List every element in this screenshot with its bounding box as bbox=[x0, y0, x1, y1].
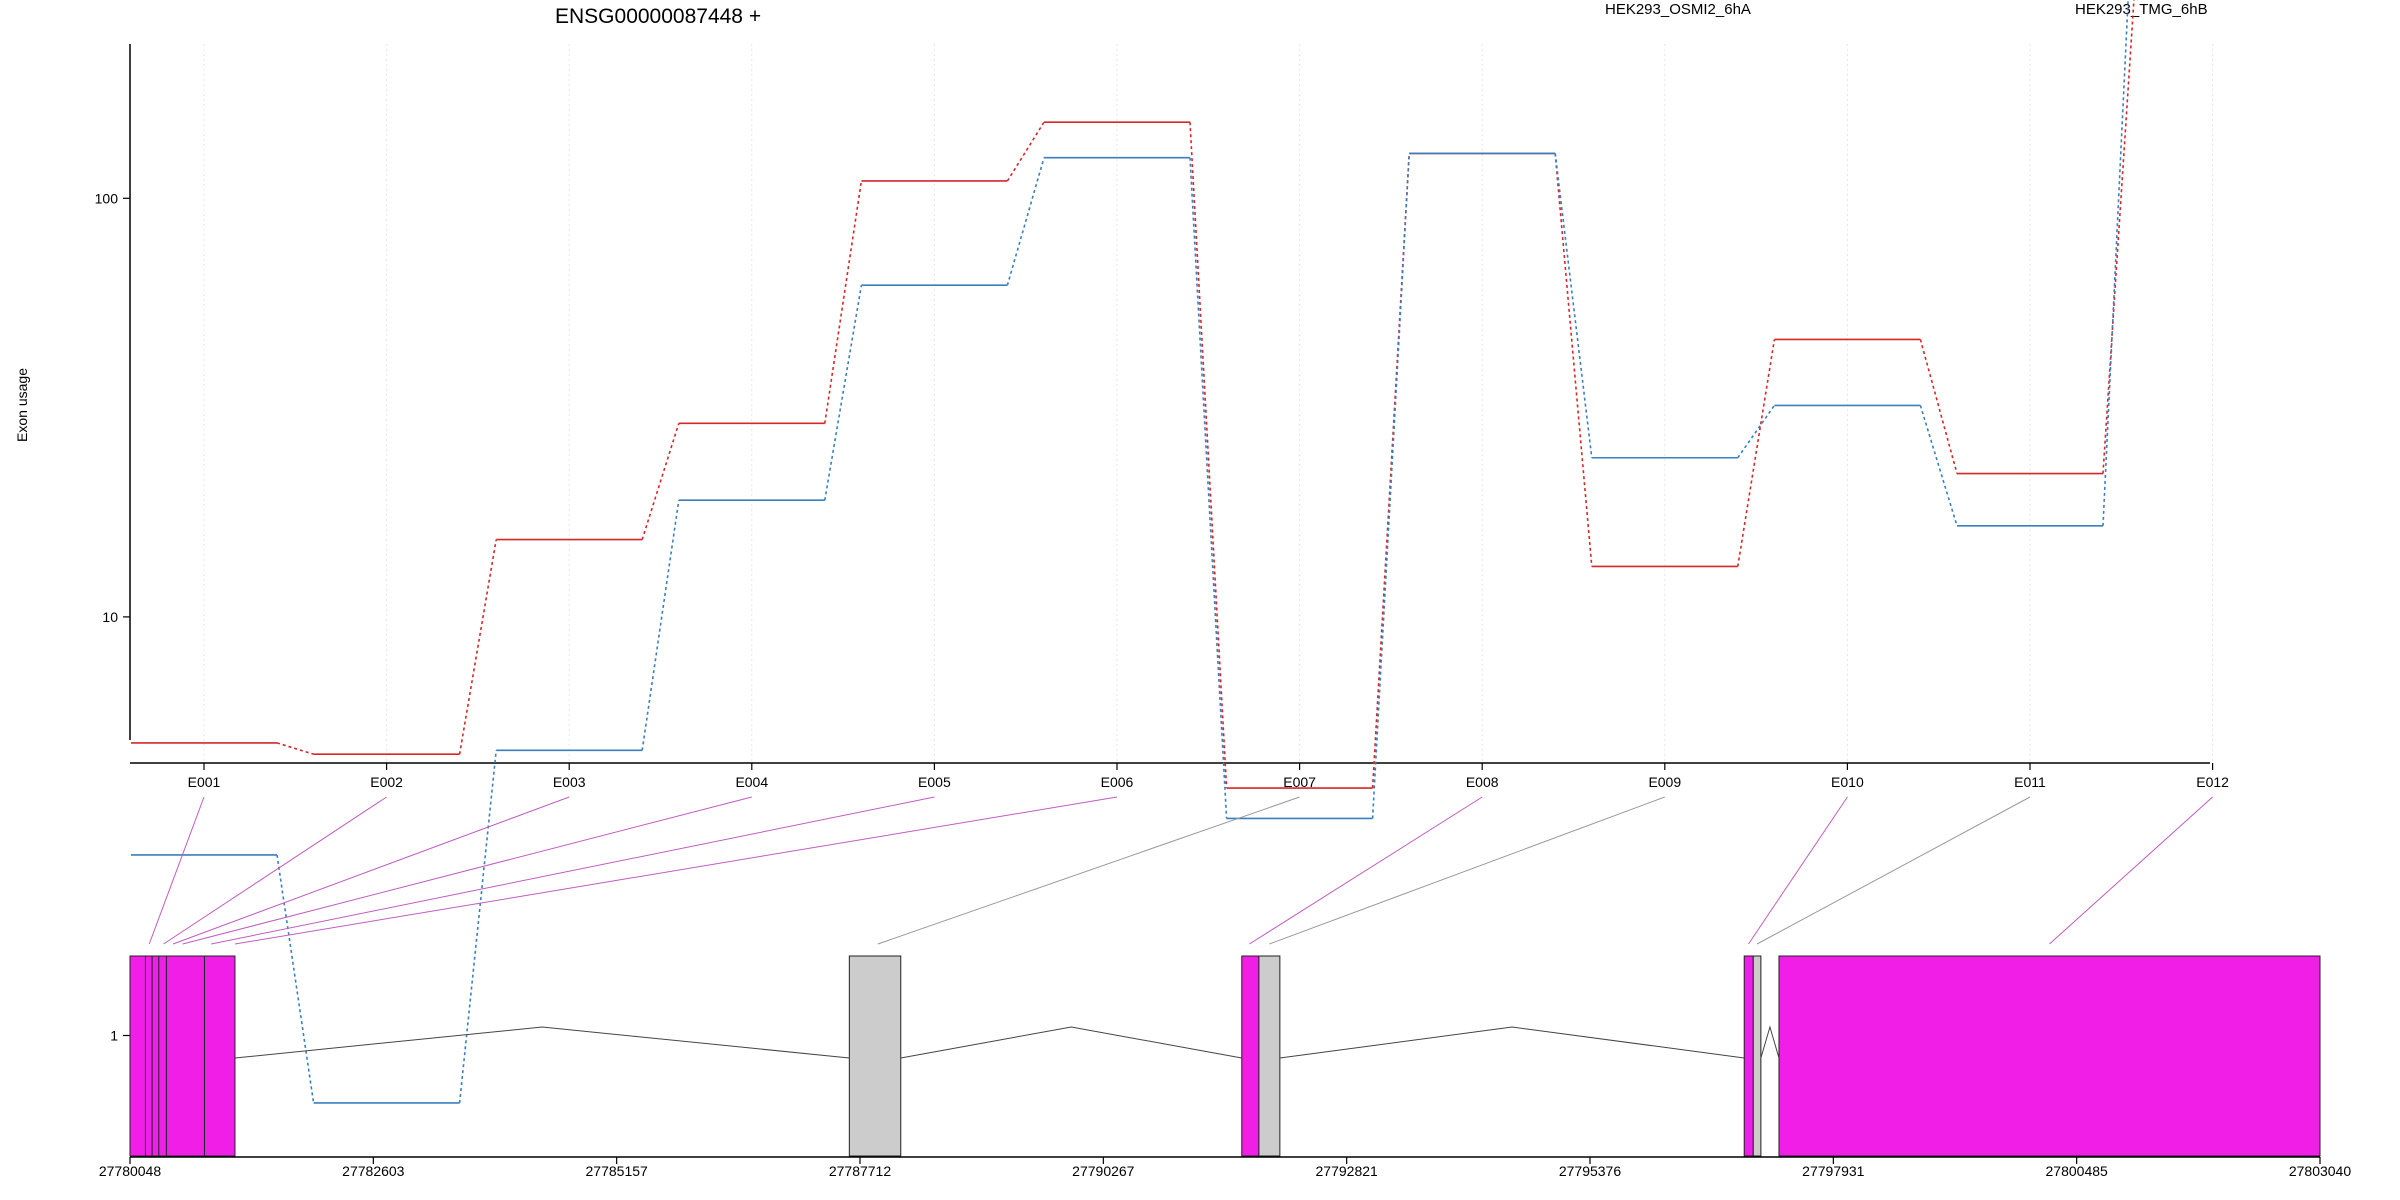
connector-e010 bbox=[1748, 796, 1848, 945]
x-axis-ticks: E001 E002 E003 E004 E005 E006 E007 E008 E009 E010… bbox=[188, 763, 2229, 790]
intron-line-1 bbox=[234, 1026, 850, 1059]
series-hek293-osmi2-6ha-transition-2 bbox=[458, 539, 497, 755]
intron-line-4 bbox=[1760, 1025, 1780, 1059]
series-hek293-tmg-6hb-transition-10 bbox=[1919, 405, 1958, 527]
connector-e004 bbox=[182, 796, 752, 945]
genomic-tick-label-2: 27782603 bbox=[342, 1163, 405, 1179]
y-axis-label: Exon usage bbox=[14, 368, 30, 442]
series-hek293-tmg-6hb-transition-11 bbox=[2102, 0, 2129, 526]
series-hek293-osmi2-6ha-transition-6 bbox=[1189, 122, 1228, 789]
x-tick-label-e005: E005 bbox=[918, 774, 951, 790]
gene-exon-block-3 bbox=[1241, 955, 1260, 1157]
series-hek293-tmg-6hb-transition-7 bbox=[1371, 153, 1410, 819]
x-tick-label-e012: E012 bbox=[2196, 774, 2229, 790]
x-tick-label-e006: E006 bbox=[1101, 774, 1134, 790]
genomic-tick-label-6: 27792821 bbox=[1316, 1163, 1379, 1179]
genomic-tick-label-7: 27795376 bbox=[1559, 1163, 1622, 1179]
x-tick-label-e001: E001 bbox=[188, 774, 221, 790]
x-tick-label-e002: E002 bbox=[370, 774, 403, 790]
genomic-tick-label-5: 27790267 bbox=[1072, 1163, 1135, 1179]
series-hek293-osmi2-6ha-transition-9 bbox=[1737, 339, 1776, 567]
gene-exon-block-6 bbox=[1752, 955, 1762, 1157]
connector-e011 bbox=[1756, 796, 2031, 945]
series-hek293-osmi2-6ha-transition-3 bbox=[641, 423, 680, 540]
series-hek293-osmi2-6ha-transition-5 bbox=[1006, 121, 1045, 182]
x-tick-label-e007: E007 bbox=[1283, 774, 1316, 790]
y-tick-label-10: 10 bbox=[102, 609, 118, 625]
genomic-tick-label-8: 27797931 bbox=[1802, 1163, 1865, 1179]
connector-e008 bbox=[1249, 796, 1483, 945]
y-tick-label-1: 1 bbox=[110, 1028, 118, 1044]
x-tick-label-e010: E010 bbox=[1831, 774, 1864, 790]
genomic-tick-label-4: 27787712 bbox=[829, 1163, 892, 1179]
exon-connectors bbox=[148, 796, 2213, 945]
genomic-tick-label-10: 27803040 bbox=[2289, 1163, 2352, 1179]
connector-e009 bbox=[1269, 796, 1665, 945]
x-tick-label-e004: E004 bbox=[735, 774, 768, 790]
legend-entry-osmi2: HEK293_OSMI2_6hA bbox=[1605, 1, 1751, 18]
gene-model bbox=[129, 955, 2321, 1157]
intron-line-2 bbox=[900, 1026, 1242, 1059]
gene-exon-block-7 bbox=[1778, 955, 2321, 1157]
genomic-tick-label-1: 27780048 bbox=[99, 1163, 162, 1179]
gene-exon-block-2 bbox=[848, 955, 902, 1157]
gene-exon-block-1 bbox=[129, 955, 236, 1157]
chart-title: ENSG00000087448 + bbox=[555, 5, 761, 28]
series-hek293-tmg-6hb-transition-4 bbox=[824, 285, 863, 501]
series-hek293-tmg-6hb-transition-3 bbox=[641, 500, 680, 751]
connector-e002 bbox=[163, 796, 387, 945]
series-lines bbox=[131, 0, 2135, 1104]
series-hek293-tmg-6hb-transition-9 bbox=[1737, 404, 1776, 459]
series-hek293-osmi2-6ha-transition-4 bbox=[824, 180, 863, 424]
series-hek293-osmi2-6ha-transition-11 bbox=[2102, 0, 2135, 474]
series-hek293-tmg-6hb-transition-2 bbox=[458, 750, 497, 1104]
x-tick-label-e008: E008 bbox=[1466, 774, 1499, 790]
connector-e007 bbox=[877, 796, 1300, 945]
series-hek293-tmg-6hb-transition-5 bbox=[1006, 157, 1045, 286]
series-hek293-tmg-6hb-transition-1 bbox=[276, 854, 315, 1104]
series-hek293-tmg-6hb-transition-6 bbox=[1189, 157, 1228, 819]
series-hek293-osmi2-6ha-transition-10 bbox=[1919, 339, 1958, 474]
connector-e003 bbox=[172, 796, 570, 945]
intron-line-3 bbox=[1279, 1026, 1745, 1059]
connector-e005 bbox=[211, 796, 935, 945]
connector-e012 bbox=[2049, 796, 2213, 945]
legend-entry-tmg: HEK293_TMG_6hB bbox=[2075, 1, 2208, 18]
y-tick-label-100: 100 bbox=[95, 190, 119, 206]
x-gridlines bbox=[203, 44, 2214, 762]
genomic-tick-label-9: 27800485 bbox=[2046, 1163, 2109, 1179]
gene-exon-block-5 bbox=[1743, 955, 1754, 1157]
x-tick-label-e003: E003 bbox=[553, 774, 586, 790]
series-hek293-osmi2-6ha-transition-8 bbox=[1554, 153, 1593, 567]
x-tick-label-e011: E011 bbox=[2014, 774, 2046, 790]
genomic-axis-ticks: 27780048 27782603 27785157 27787712 27790267… bbox=[99, 1157, 2352, 1179]
gene-exon-block-4 bbox=[1258, 955, 1281, 1157]
series-hek293-tmg-6hb-transition-8 bbox=[1554, 153, 1593, 458]
y-axis-ticks: 1101001000 bbox=[95, 190, 130, 1044]
connector-e001 bbox=[148, 796, 205, 945]
genomic-tick-label-3: 27785157 bbox=[586, 1163, 649, 1179]
series-hek293-osmi2-6ha-transition-1 bbox=[276, 742, 314, 755]
x-tick-label-e009: E009 bbox=[1648, 774, 1681, 790]
connector-e006 bbox=[234, 796, 1118, 945]
